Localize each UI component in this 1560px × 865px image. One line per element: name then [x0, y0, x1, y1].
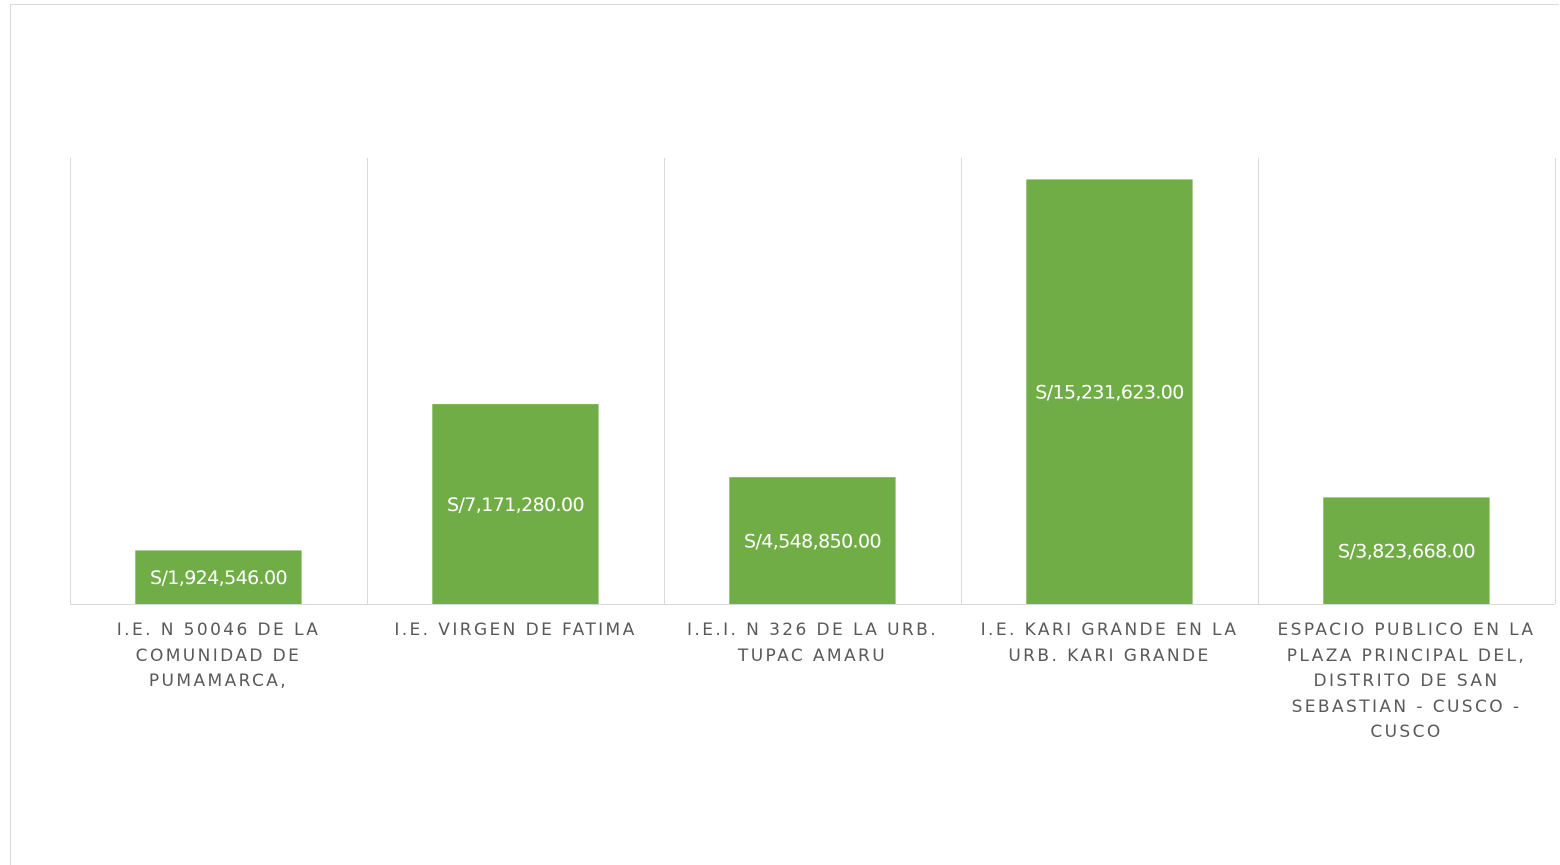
category-label: I.E. KARI GRANDE EN LA URB. KARI GRANDE	[980, 620, 1239, 666]
chart-area	[10, 4, 1559, 865]
bar	[729, 477, 896, 604]
bar-value-label: S/3,823,668.00	[1338, 541, 1475, 563]
category-label: I.E. VIRGEN DE FATIMA	[394, 620, 637, 640]
bar-value-label: S/15,231,623.00	[1035, 382, 1183, 404]
category-label: I.E. N 50046 DE LA COMUNIDAD DE PUMAMARC…	[116, 620, 321, 691]
bar	[135, 550, 302, 604]
bar-value-label: S/1,924,546.00	[150, 567, 287, 589]
category-label: I.E.I. N 326 DE LA URB. TUPAC AMARU	[686, 620, 938, 666]
bar-value-label: S/4,548,850.00	[744, 531, 881, 553]
bar-value-label: S/7,171,280.00	[447, 494, 584, 516]
bar	[1323, 497, 1490, 604]
bar	[1026, 179, 1193, 604]
bar	[432, 404, 599, 604]
category-label: ESPACIO PUBLICO EN LA PLAZA PRINCIPAL DE…	[1277, 620, 1536, 742]
